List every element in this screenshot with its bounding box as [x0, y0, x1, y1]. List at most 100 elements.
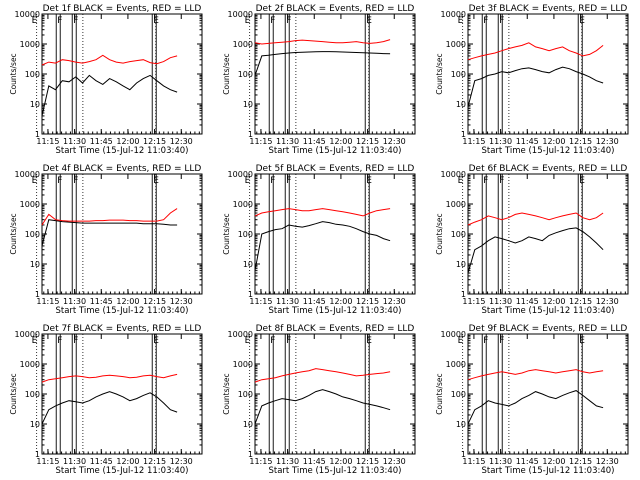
- series-lld-line: [467, 42, 604, 61]
- marker-flag: F: [483, 16, 488, 26]
- y-tick-label: 1000: [233, 200, 253, 209]
- x-tick-label: 12:15: [143, 457, 166, 466]
- series-events-line: [467, 390, 604, 425]
- marker-flag: F: [57, 176, 62, 186]
- detector-panel-9: Det 9f BLACK = Events, RED = LLD 1 10 100 10…: [435, 324, 629, 476]
- marker-flag: F: [57, 336, 62, 346]
- x-tick-label: 11:15: [462, 457, 485, 466]
- y-axis-label: Counts/sec: [435, 213, 444, 254]
- y-tick-label: 1: [248, 130, 253, 139]
- y-tick-label: 10000: [15, 10, 40, 19]
- marker-flag: E: [458, 16, 464, 26]
- x-axis-label: Start Time (15-Jul-12 11:03:40): [56, 306, 189, 316]
- y-tick-label: 10: [30, 260, 40, 269]
- marker-flag: F: [270, 176, 275, 186]
- marker-flag: F: [499, 336, 504, 346]
- y-tick-label: 100: [451, 230, 466, 239]
- marker-flag: F: [483, 336, 488, 346]
- x-tick-label: 11:45: [303, 297, 326, 306]
- panel-title: Det 7f BLACK = Events, RED = LLD: [43, 324, 202, 334]
- x-tick-label: 12:30: [170, 297, 193, 306]
- x-tick-label: 12:30: [383, 457, 406, 466]
- y-tick-label: 10000: [228, 170, 253, 179]
- plot-frame: [467, 13, 629, 135]
- panel-title: Det 2f BLACK = Events, RED = LLD: [256, 4, 415, 14]
- y-axis-label: Counts/sec: [222, 213, 231, 254]
- y-axis-label: Counts/sec: [9, 373, 18, 414]
- y-tick-label: 10: [243, 100, 253, 109]
- y-axis-label: Counts/sec: [222, 373, 231, 414]
- x-tick-label: 11:45: [303, 137, 326, 146]
- x-tick-label: 11:15: [36, 457, 59, 466]
- x-tick-label: 12:30: [596, 457, 619, 466]
- x-tick-label: 12:30: [596, 137, 619, 146]
- series-events-line: [41, 219, 178, 247]
- x-tick-label: 11:30: [276, 297, 299, 306]
- y-tick-label: 1000: [20, 200, 40, 209]
- panel-title: Det 8f BLACK = Events, RED = LLD: [256, 324, 415, 334]
- marker-flag: E: [245, 16, 251, 26]
- detector-panel-4: Det 4f BLACK = Events, RED = LLD 1 10 100 10…: [9, 164, 203, 316]
- x-tick-label: 12:00: [329, 137, 352, 146]
- panel-title: Det 5f BLACK = Events, RED = LLD: [256, 164, 415, 174]
- x-tick-label: 11:30: [489, 457, 512, 466]
- plot-frame: [41, 13, 203, 135]
- marker-flag: E: [245, 336, 251, 346]
- y-tick-label: 1: [461, 450, 466, 459]
- x-tick-label: 12:15: [569, 137, 592, 146]
- marker-flag: E: [366, 176, 372, 186]
- y-tick-label: 1000: [446, 360, 466, 369]
- x-tick-label: 12:00: [329, 457, 352, 466]
- y-axis-label: Counts/sec: [9, 53, 18, 94]
- x-tick-label: 12:00: [542, 297, 565, 306]
- y-axis-label: Counts/sec: [435, 373, 444, 414]
- x-tick-label: 11:45: [90, 297, 113, 306]
- marker-flag: F: [270, 336, 275, 346]
- marker-flag: E: [245, 176, 251, 186]
- series-lld-line: [467, 212, 604, 226]
- plot-frame: [254, 173, 416, 295]
- x-tick-label: 11:30: [63, 457, 86, 466]
- series-lld-line: [254, 368, 391, 383]
- y-tick-label: 100: [451, 70, 466, 79]
- series-lld-line: [467, 369, 604, 381]
- x-axis-label: Start Time (15-Jul-12 11:03:40): [269, 146, 402, 156]
- x-tick-label: 12:00: [116, 457, 139, 466]
- y-tick-label: 100: [238, 390, 253, 399]
- x-tick-label: 11:45: [516, 297, 539, 306]
- x-axis-label: Start Time (15-Jul-12 11:03:40): [56, 466, 189, 476]
- y-tick-label: 100: [238, 230, 253, 239]
- y-tick-label: 1000: [20, 40, 40, 49]
- series-lld-line: [254, 39, 391, 45]
- x-tick-label: 11:45: [303, 457, 326, 466]
- x-tick-label: 11:15: [249, 297, 272, 306]
- x-tick-label: 12:00: [116, 137, 139, 146]
- x-tick-label: 11:30: [489, 297, 512, 306]
- x-axis-label: Start Time (15-Jul-12 11:03:40): [269, 466, 402, 476]
- panel-title: Det 4f BLACK = Events, RED = LLD: [43, 164, 202, 174]
- marker-flag: E: [579, 176, 585, 186]
- y-tick-label: 100: [25, 70, 40, 79]
- y-tick-label: 10: [456, 420, 466, 429]
- x-tick-label: 12:30: [596, 297, 619, 306]
- marker-flag: E: [366, 336, 372, 346]
- y-tick-label: 10: [30, 420, 40, 429]
- detector-panel-1: Det 1f BLACK = Events, RED = LLD 1 10 100 10…: [9, 4, 203, 156]
- series-events-line: [41, 74, 178, 117]
- x-axis-label: Start Time (15-Jul-12 11:03:40): [269, 306, 402, 316]
- marker-flag: F: [73, 176, 78, 186]
- marker-flag: E: [32, 336, 38, 346]
- y-axis-label: Counts/sec: [435, 53, 444, 94]
- marker-flag: F: [57, 16, 62, 26]
- x-tick-label: 11:45: [516, 137, 539, 146]
- y-tick-label: 10000: [15, 330, 40, 339]
- marker-flag: F: [499, 176, 504, 186]
- y-tick-label: 1: [248, 450, 253, 459]
- marker-flag: F: [270, 16, 275, 26]
- y-tick-label: 10: [243, 420, 253, 429]
- marker-flag: F: [286, 16, 291, 26]
- x-tick-label: 11:45: [90, 457, 113, 466]
- plot-frame: [41, 333, 203, 455]
- x-tick-label: 12:15: [569, 457, 592, 466]
- y-tick-label: 10000: [441, 170, 466, 179]
